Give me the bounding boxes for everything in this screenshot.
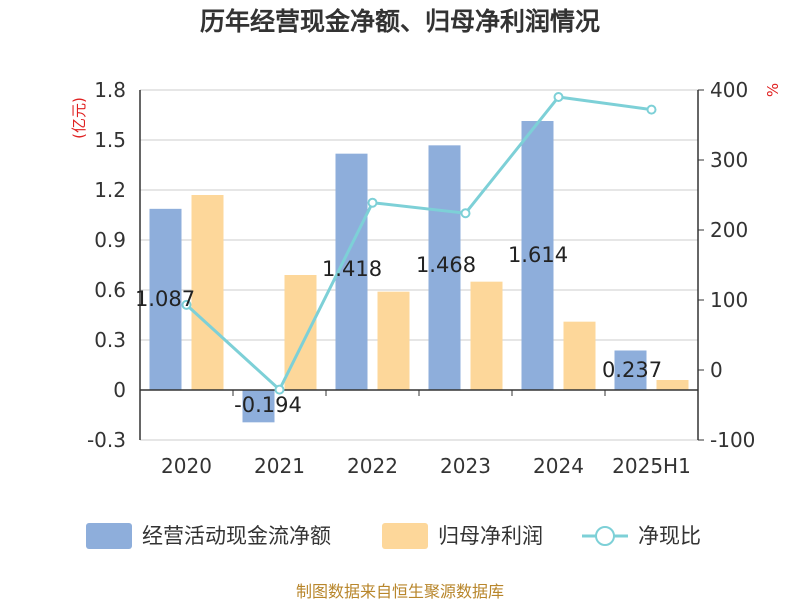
ratio-line [181, 92, 657, 395]
right-axis-unit: % [764, 83, 782, 97]
net-profit-bar [191, 195, 224, 390]
ratio-point [646, 104, 657, 115]
cash-flow-bar [335, 153, 368, 390]
cash-flow-data-label: 0.237 [602, 358, 662, 382]
cash-flow-bar [242, 390, 275, 423]
left-tick-label: 1.5 [94, 128, 126, 152]
category-label: 2024 [533, 454, 584, 478]
net-profit-bar [377, 291, 410, 390]
gridlines [140, 89, 698, 441]
left-tick-label: 0.6 [94, 278, 126, 302]
legend-ratio-label: 净现比 [638, 524, 701, 548]
cash-flow-bar [521, 121, 554, 390]
ratio-point [553, 92, 564, 102]
ratio-line-path [185, 95, 652, 393]
bars [149, 121, 689, 423]
legend: 经营活动现金流净额 归母净利润 净现比 [86, 523, 701, 549]
category-label: 2023 [440, 454, 491, 478]
category-label: 2020 [161, 454, 212, 478]
cash-flow-data-label: 1.614 [508, 243, 568, 267]
legend-cash-flow-label: 经营活动现金流净额 [142, 524, 331, 548]
cash-flow-data-label: -0.194 [234, 393, 302, 417]
right-tick-label: 200 [710, 218, 748, 242]
source-note: 制图数据来自恒生聚源数据库 [295, 582, 504, 601]
chart-title: 历年经营现金净额、归母净利润情况 [200, 7, 600, 36]
right-tick-label: 300 [710, 148, 748, 172]
left-tick-label: 0 [113, 378, 126, 402]
ratio-point [274, 384, 285, 395]
left-axis-unit: (亿元) [70, 97, 88, 139]
net-profit-bar [470, 281, 503, 390]
category-label: 2021 [254, 454, 305, 478]
right-tick-label: 400 [710, 78, 748, 102]
legend-cash-flow-swatch [86, 523, 132, 549]
right-tick-label: 100 [710, 288, 748, 312]
legend-ratio-marker [595, 526, 615, 546]
cash-flow-data-label: 1.087 [135, 287, 195, 311]
legend-net-profit-label: 归母净利润 [438, 524, 543, 548]
net-profit-bar [563, 321, 596, 390]
cash-flow-data-label: 1.418 [322, 257, 382, 281]
legend-net-profit-swatch [382, 523, 428, 549]
cash-flow-data-label: 1.468 [416, 253, 476, 277]
left-tick-label: 0.3 [94, 328, 126, 352]
left-tick-label: -0.3 [87, 428, 126, 452]
cash-flow-bar [614, 350, 647, 390]
cash-flow-bar [149, 208, 182, 390]
cash-flow-bar [428, 145, 461, 390]
left-tick-label: 1.8 [94, 78, 126, 102]
ratio-point [460, 208, 471, 219]
net-profit-bar [656, 380, 689, 390]
ratio-point [181, 299, 192, 310]
data-labels: 1.087 -0.194 1.418 1.468 1.614 0.237 [135, 243, 662, 417]
right-tick-label: -100 [710, 428, 755, 452]
left-tick-label: 0.9 [94, 228, 126, 252]
category-label: 2025H1 [612, 454, 691, 478]
category-label: 2022 [347, 454, 398, 478]
right-tick-label: 0 [710, 358, 723, 382]
ratio-point [367, 197, 378, 208]
left-tick-label: 1.2 [94, 178, 126, 202]
axes: 1.8 1.5 1.2 0.9 0.6 0.3 0 -0.3 400 300 200 100 0 -100… [87, 78, 755, 478]
